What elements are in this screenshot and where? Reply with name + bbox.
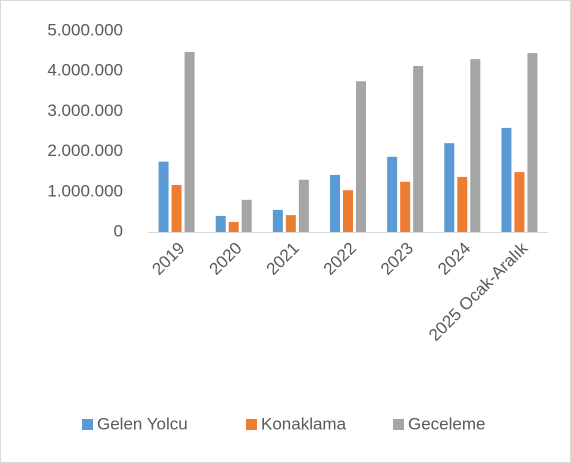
bar xyxy=(527,53,538,232)
bar xyxy=(228,221,239,232)
bar xyxy=(158,161,169,232)
bar xyxy=(272,209,283,232)
bar xyxy=(184,51,195,233)
legend-label: Gelen Yolcu xyxy=(97,414,188,433)
legend-swatch xyxy=(246,419,257,430)
bar xyxy=(330,174,340,232)
y-tick-label: 5.000.000 xyxy=(47,20,123,39)
y-tick-label: 2.000.000 xyxy=(47,141,123,160)
y-tick-label: 4.000.000 xyxy=(47,61,123,80)
legend-swatch xyxy=(82,419,93,430)
bar xyxy=(285,215,296,232)
legend-swatch xyxy=(393,419,404,430)
y-tick-label: 1.000.000 xyxy=(47,181,123,200)
bar xyxy=(343,190,353,232)
legend-label: Konaklama xyxy=(261,414,347,433)
bar xyxy=(444,143,455,232)
bar xyxy=(470,59,481,232)
bar xyxy=(413,65,424,232)
legend-label: Geceleme xyxy=(408,414,485,433)
bar xyxy=(241,199,252,232)
bar xyxy=(387,156,398,232)
bar xyxy=(400,181,411,232)
bar xyxy=(171,184,182,232)
y-tick-label: 3.000.000 xyxy=(47,101,123,120)
bar xyxy=(501,127,512,232)
bar xyxy=(457,176,468,232)
bar xyxy=(356,81,366,232)
y-tick-label: 0 xyxy=(114,221,123,240)
bar xyxy=(298,179,309,232)
bar xyxy=(514,172,525,232)
bar xyxy=(215,215,226,232)
